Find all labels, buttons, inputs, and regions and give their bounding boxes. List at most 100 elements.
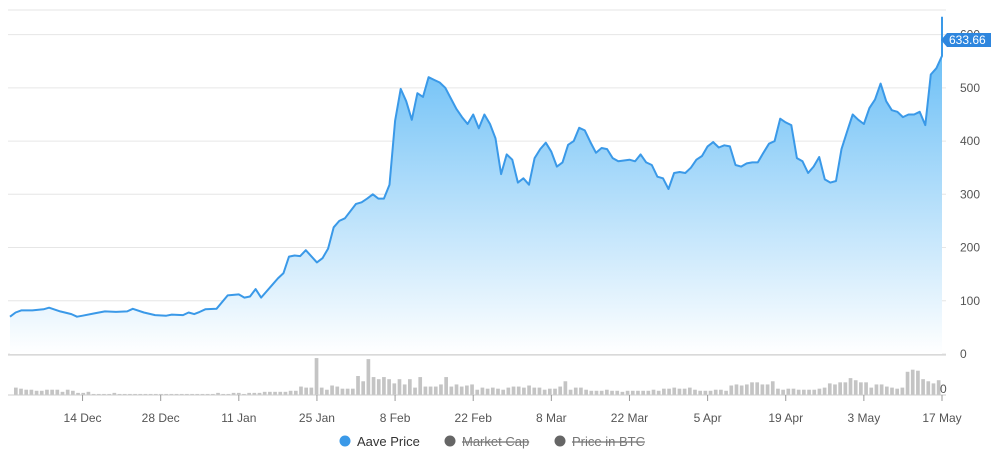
volume-bar — [625, 390, 630, 395]
volume-bar — [615, 390, 620, 395]
volume-bar — [594, 390, 599, 395]
volume-bar — [553, 388, 557, 395]
volume-bar — [921, 379, 925, 395]
volume-bar — [268, 391, 272, 395]
volume-bar — [439, 384, 443, 395]
volume-bar — [226, 393, 231, 395]
volume-bar — [60, 391, 65, 395]
volume-bar — [96, 393, 101, 395]
volume-bar — [895, 388, 900, 395]
volume-bar — [755, 382, 760, 395]
x-tick-label: 25 Jan — [299, 411, 335, 425]
volume-bar — [848, 378, 853, 395]
volume-bar — [859, 382, 863, 395]
legend-item[interactable]: Market Cap — [444, 434, 530, 449]
volume-bar — [138, 393, 143, 395]
volume-bar — [786, 388, 791, 395]
legend-label: Aave Price — [357, 434, 420, 449]
volume-bar — [288, 390, 293, 395]
volume-bar — [822, 387, 827, 395]
legend-label: Price in BTC — [572, 434, 645, 449]
volume-bar — [532, 387, 537, 395]
volume-bar — [926, 381, 931, 395]
volume-bar — [630, 390, 635, 395]
volume-bar — [672, 387, 677, 395]
volume-bar — [465, 385, 469, 395]
volume-bar — [589, 390, 594, 395]
y-tick-label: 200 — [960, 241, 980, 255]
volume-bar — [610, 390, 614, 395]
volume-bar — [299, 386, 303, 395]
volume-bar — [843, 382, 848, 395]
volume-bar — [734, 384, 739, 395]
volume-bar — [185, 393, 189, 395]
volume-bar — [693, 389, 697, 395]
volume-bar — [605, 389, 609, 395]
volume-bar — [807, 389, 811, 395]
volume-bar — [423, 386, 428, 395]
volume-bar — [641, 390, 645, 395]
volume-bar — [449, 386, 454, 395]
volume-bar — [335, 386, 340, 395]
volume-bar — [719, 389, 723, 395]
volume-bar — [164, 393, 169, 395]
volume-bar — [221, 393, 226, 395]
y-tick-label: 400 — [960, 134, 980, 148]
x-tick-label: 22 Feb — [455, 411, 493, 425]
volume-bar — [65, 389, 70, 395]
volume-bar — [76, 392, 80, 395]
volume-bar — [340, 388, 345, 395]
volume-bar — [247, 392, 251, 395]
volume-bar — [350, 388, 355, 395]
volume-bar — [796, 389, 801, 395]
volume-bar — [81, 392, 86, 395]
volume-bar — [708, 390, 713, 395]
x-tick-label: 19 Apr — [768, 411, 803, 425]
volume-bar — [853, 380, 858, 395]
volume-bar — [382, 377, 386, 395]
legend-item[interactable]: Aave Price — [339, 434, 420, 449]
volume-bar — [636, 390, 640, 395]
current-price-label-text: 633.66 — [949, 33, 986, 47]
volume-bar — [542, 389, 547, 395]
volume-bar — [802, 389, 806, 395]
volume-bar — [890, 387, 894, 395]
volume-bar — [345, 388, 350, 395]
volume-bar — [713, 389, 718, 395]
volume-bar — [584, 389, 588, 395]
volume-bar — [107, 393, 111, 395]
volume-axis-label: 0 — [940, 382, 947, 396]
volume-bar — [656, 390, 661, 395]
x-tick-label: 22 Mar — [611, 411, 648, 425]
y-tick-label: 300 — [960, 187, 980, 201]
volume-bar — [900, 387, 905, 395]
volume-bar — [356, 376, 360, 395]
volume-bar — [195, 393, 200, 395]
volume-bar — [770, 381, 775, 395]
volume-bar — [211, 393, 215, 395]
volume-bar — [480, 387, 485, 395]
volume-bar — [361, 381, 366, 395]
volume-bar — [506, 387, 511, 395]
volume-bar — [729, 385, 734, 395]
volume-bar — [19, 388, 23, 395]
legend-item[interactable]: Price in BTC — [554, 434, 645, 449]
volume-bar — [490, 387, 495, 395]
volume-bar — [599, 390, 604, 395]
volume-bar — [29, 389, 34, 395]
volume-bar — [376, 379, 381, 395]
volume-bar — [527, 385, 531, 395]
volume-bar — [169, 393, 174, 395]
volume-bar — [387, 379, 391, 395]
x-tick-label: 8 Mar — [536, 411, 567, 425]
legend-marker — [339, 435, 351, 447]
volume-bar — [864, 382, 868, 395]
x-tick-label: 17 May — [922, 411, 961, 425]
volume-bar — [765, 384, 770, 395]
volume-bar — [905, 371, 910, 395]
volume-bar — [179, 393, 184, 395]
volume-bar — [392, 383, 397, 395]
volume-bar — [153, 393, 158, 395]
volume-bar — [703, 390, 708, 395]
